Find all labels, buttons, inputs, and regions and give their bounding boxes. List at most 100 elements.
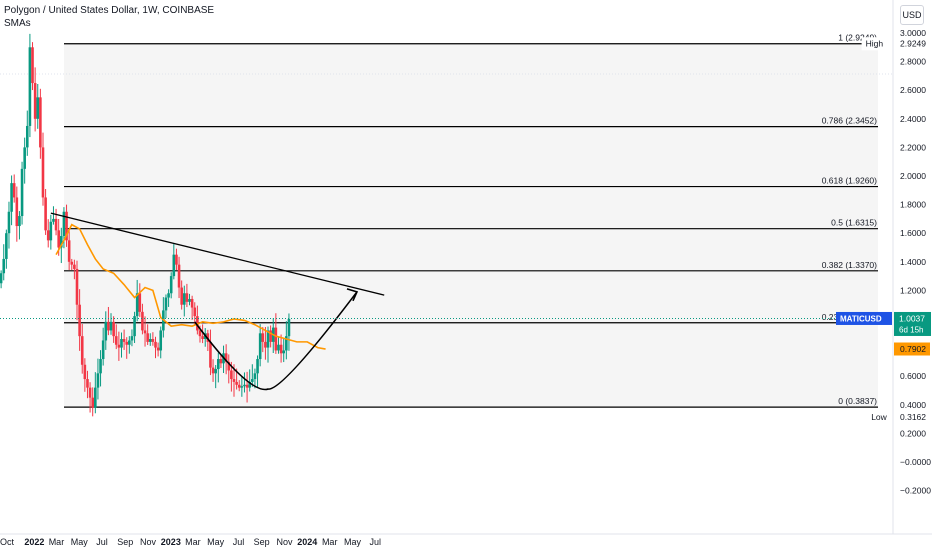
candle-body bbox=[88, 387, 92, 398]
price-tick-label: 2.4000 bbox=[900, 114, 926, 124]
candle-body bbox=[12, 183, 16, 198]
candle-body bbox=[279, 344, 283, 354]
candle-body bbox=[269, 330, 272, 342]
chart-legend: Polygon / United States Dollar, 1W, COIN… bbox=[4, 4, 214, 30]
candle-body bbox=[216, 359, 220, 370]
sma-line bbox=[55, 223, 326, 350]
time-tick-label: Sep bbox=[254, 537, 270, 547]
candle-body bbox=[164, 297, 168, 311]
candle-body bbox=[224, 353, 228, 362]
candle-body bbox=[39, 97, 42, 148]
currency-button[interactable]: USD bbox=[900, 5, 924, 25]
candle-body bbox=[248, 381, 251, 388]
symbol-tag-bg bbox=[836, 311, 892, 325]
low-tag-label-bg bbox=[867, 410, 892, 424]
high-tag-label-bg bbox=[861, 37, 892, 51]
candle-body bbox=[83, 364, 87, 380]
candle-body bbox=[114, 336, 118, 345]
candle-body bbox=[10, 183, 13, 212]
candle-body bbox=[167, 293, 170, 298]
candle-body bbox=[78, 304, 81, 337]
candle-body bbox=[120, 339, 123, 348]
candle-body bbox=[23, 147, 26, 169]
candle-body bbox=[182, 293, 186, 305]
time-tick-label: Sep bbox=[117, 537, 133, 547]
high-tag-value-bg bbox=[894, 37, 930, 51]
candle-body bbox=[180, 287, 183, 305]
price-tick-label: 1.4000 bbox=[900, 257, 926, 267]
price-tick-label: 3.0000 bbox=[900, 28, 926, 38]
time-tick-label: Oct bbox=[0, 537, 15, 547]
price-tick-label: 0.2000 bbox=[900, 428, 926, 438]
price-tick-label: 0.4000 bbox=[900, 400, 926, 410]
price-tick-label: 2.0000 bbox=[900, 171, 926, 181]
time-tick-label: Mar bbox=[185, 537, 201, 547]
candle-body bbox=[264, 341, 267, 348]
cup-arrow-head bbox=[346, 288, 359, 302]
indicator-label[interactable]: SMAs bbox=[4, 18, 31, 29]
time-tick-label: May bbox=[71, 537, 89, 547]
candle-body bbox=[54, 218, 58, 231]
candle-body bbox=[91, 397, 95, 408]
candle-body bbox=[209, 341, 212, 368]
time-tick-label: Jul bbox=[96, 537, 108, 547]
symbol-tag-label: MATICUSD bbox=[840, 314, 882, 323]
fib-zone bbox=[64, 43, 878, 408]
candle-body bbox=[128, 340, 131, 345]
fib-level-label: 0.382 (1.3370) bbox=[822, 260, 877, 270]
fib-level-label: 1 (2.9249) bbox=[838, 33, 877, 43]
last-price-value: 1.0037 bbox=[899, 313, 925, 323]
low-tag-value: 0.3162 bbox=[900, 412, 926, 422]
candle-body bbox=[237, 384, 241, 388]
fib-level-label: 0.618 (1.9260) bbox=[822, 176, 877, 186]
candle-body bbox=[86, 379, 89, 388]
low-tag-label: Low bbox=[871, 412, 887, 422]
price-tick-label: 2.8000 bbox=[900, 57, 926, 67]
candle-body bbox=[25, 125, 29, 148]
candle-body bbox=[211, 367, 215, 374]
price-tick-label: 0.6000 bbox=[900, 371, 926, 381]
candle-body bbox=[177, 264, 181, 288]
candle-body bbox=[240, 386, 244, 388]
candle-body bbox=[154, 341, 157, 348]
candle-body bbox=[28, 47, 32, 126]
candle-body bbox=[266, 330, 270, 348]
candle-body bbox=[188, 298, 191, 302]
sma-tag-value-bg bbox=[894, 342, 930, 356]
candle-body bbox=[75, 268, 79, 305]
candle-body bbox=[282, 350, 286, 354]
price-tick-label: 2.2000 bbox=[900, 142, 926, 152]
fib-level-label: 0.786 (2.3452) bbox=[822, 116, 877, 126]
candle-body bbox=[41, 147, 45, 198]
last-price-tag-bg bbox=[894, 311, 931, 336]
candle-body bbox=[230, 370, 233, 380]
candle-body bbox=[46, 230, 50, 241]
candle-body bbox=[73, 264, 76, 269]
candle-body bbox=[214, 369, 217, 374]
candle-body bbox=[2, 258, 6, 274]
candle-body bbox=[104, 321, 108, 341]
candle-body bbox=[146, 333, 149, 342]
candle-body bbox=[133, 316, 136, 337]
candle-body bbox=[94, 387, 97, 408]
candle-body bbox=[107, 321, 110, 331]
candle-body bbox=[193, 307, 197, 317]
candle-body bbox=[15, 197, 19, 227]
candle-body bbox=[274, 327, 278, 351]
time-tick-label: Jul bbox=[233, 537, 245, 547]
candle-body bbox=[169, 276, 173, 294]
time-tick-label: Jul bbox=[370, 537, 382, 547]
candle-body bbox=[109, 321, 113, 331]
candle-body bbox=[258, 333, 262, 360]
candle-body bbox=[138, 293, 142, 312]
candle-body bbox=[219, 359, 223, 364]
candle-body bbox=[235, 381, 238, 385]
price-tick-label: 1.8000 bbox=[900, 200, 926, 210]
candle-body bbox=[141, 311, 144, 331]
time-tick-label: Nov bbox=[276, 537, 293, 547]
candle-body bbox=[287, 319, 291, 337]
time-tick-label: 2022 bbox=[24, 537, 44, 547]
candle-body bbox=[190, 298, 194, 308]
candle-body bbox=[251, 379, 254, 382]
